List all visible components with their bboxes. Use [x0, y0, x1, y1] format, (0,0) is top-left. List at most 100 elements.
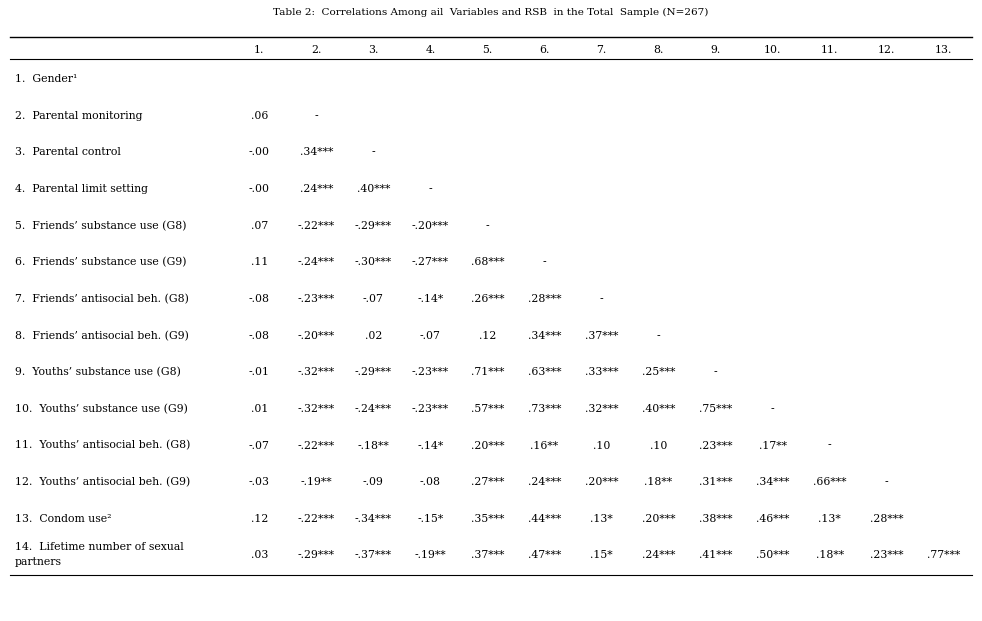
Text: .23***: .23***	[870, 550, 903, 561]
Text: .31***: .31***	[699, 477, 733, 487]
Text: -.08: -.08	[420, 477, 441, 487]
Text: -: -	[543, 257, 546, 268]
Text: -.37***: -.37***	[355, 550, 392, 561]
Text: .23***: .23***	[699, 440, 733, 451]
Text: -.22***: -.22***	[298, 220, 335, 231]
Text: .13*: .13*	[590, 514, 613, 524]
Text: .12: .12	[250, 514, 268, 524]
Text: .13*: .13*	[818, 514, 841, 524]
Text: 5.: 5.	[482, 45, 493, 55]
Text: -.20***: -.20***	[411, 220, 449, 231]
Text: -.07: -.07	[248, 440, 270, 451]
Text: .10: .10	[650, 440, 667, 451]
Text: -.30***: -.30***	[355, 257, 392, 268]
Text: -.24***: -.24***	[298, 257, 335, 268]
Text: .18**: .18**	[644, 477, 673, 487]
Text: -.14*: -.14*	[417, 294, 444, 304]
Text: .18**: .18**	[815, 550, 844, 561]
Text: -: -	[828, 440, 832, 451]
Text: .46***: .46***	[756, 514, 790, 524]
Text: 6.  Friends’ substance use (G9): 6. Friends’ substance use (G9)	[15, 257, 187, 268]
Text: -.32***: -.32***	[298, 404, 335, 414]
Text: .73***: .73***	[527, 404, 561, 414]
Text: 2.: 2.	[311, 45, 321, 55]
Text: .34***: .34***	[756, 477, 790, 487]
Text: .24***: .24***	[300, 184, 333, 194]
Text: 12.: 12.	[878, 45, 896, 55]
Text: -.22***: -.22***	[298, 440, 335, 451]
Text: -: -	[428, 184, 432, 194]
Text: -: -	[600, 294, 603, 304]
Text: .03: .03	[250, 550, 268, 561]
Text: .41***: .41***	[699, 550, 733, 561]
Text: .40***: .40***	[642, 404, 676, 414]
Text: -.29***: -.29***	[355, 367, 392, 378]
Text: .20***: .20***	[642, 514, 676, 524]
Text: -.08: -.08	[248, 330, 270, 341]
Text: 10.: 10.	[764, 45, 782, 55]
Text: .01: .01	[250, 404, 268, 414]
Text: .44***: .44***	[527, 514, 561, 524]
Text: .24***: .24***	[527, 477, 561, 487]
Text: 13.  Condom use²: 13. Condom use²	[15, 514, 111, 524]
Text: -: -	[714, 367, 717, 378]
Text: .10: .10	[593, 440, 610, 451]
Text: -.29***: -.29***	[298, 550, 335, 561]
Text: 8.: 8.	[653, 45, 664, 55]
Text: 6.: 6.	[539, 45, 550, 55]
Text: .68***: .68***	[470, 257, 504, 268]
Text: -.27***: -.27***	[411, 257, 449, 268]
Text: 9.: 9.	[710, 45, 721, 55]
Text: -: -	[486, 220, 489, 231]
Text: .15*: .15*	[590, 550, 613, 561]
Text: 7.  Friends’ antisocial beh. (G8): 7. Friends’ antisocial beh. (G8)	[15, 294, 189, 304]
Text: .37***: .37***	[585, 330, 618, 341]
Text: .37***: .37***	[470, 550, 504, 561]
Text: .26***: .26***	[470, 294, 504, 304]
Text: -.00: -.00	[248, 147, 270, 158]
Text: -.03: -.03	[248, 477, 270, 487]
Text: -: -	[314, 111, 318, 121]
Text: -.08: -.08	[248, 294, 270, 304]
Text: 9.  Youths’ substance use (G8): 9. Youths’ substance use (G8)	[15, 367, 181, 378]
Text: 10.  Youths’ substance use (G9): 10. Youths’ substance use (G9)	[15, 404, 188, 414]
Text: .02: .02	[364, 330, 382, 341]
Text: -.29***: -.29***	[355, 220, 392, 231]
Text: Table 2:  Correlations Among ail  Variables and RSB  in the Total  Sample (N=267: Table 2: Correlations Among ail Variable…	[273, 8, 709, 17]
Text: .34***: .34***	[300, 147, 333, 158]
Text: .35***: .35***	[470, 514, 504, 524]
Text: -.20***: -.20***	[298, 330, 335, 341]
Text: .32***: .32***	[584, 404, 619, 414]
Text: 7.: 7.	[596, 45, 607, 55]
Text: .28***: .28***	[527, 294, 561, 304]
Text: -: -	[371, 147, 375, 158]
Text: .17**: .17**	[758, 440, 787, 451]
Text: .38***: .38***	[699, 514, 733, 524]
Text: 8.  Friends’ antisocial beh. (G9): 8. Friends’ antisocial beh. (G9)	[15, 330, 189, 341]
Text: 1.  Gender¹: 1. Gender¹	[15, 74, 78, 84]
Text: 5.  Friends’ substance use (G8): 5. Friends’ substance use (G8)	[15, 220, 187, 231]
Text: .66***: .66***	[813, 477, 846, 487]
Text: -.34***: -.34***	[355, 514, 392, 524]
Text: .20***: .20***	[470, 440, 504, 451]
Text: -.19**: -.19**	[414, 550, 446, 561]
Text: 11.  Youths’ antisocial beh. (G8): 11. Youths’ antisocial beh. (G8)	[15, 440, 191, 451]
Text: -.09: -.09	[363, 477, 384, 487]
Text: .47***: .47***	[527, 550, 561, 561]
Text: -.23***: -.23***	[411, 404, 449, 414]
Text: -.07: -.07	[363, 294, 384, 304]
Text: .11: .11	[250, 257, 268, 268]
Text: 4.: 4.	[425, 45, 435, 55]
Text: .33***: .33***	[584, 367, 619, 378]
Text: -.22***: -.22***	[298, 514, 335, 524]
Text: -: -	[771, 404, 775, 414]
Text: .34***: .34***	[527, 330, 561, 341]
Text: .12: .12	[478, 330, 496, 341]
Text: .40***: .40***	[356, 184, 390, 194]
Text: -.07: -.07	[420, 330, 441, 341]
Text: 3.: 3.	[368, 45, 378, 55]
Text: 2.  Parental monitoring: 2. Parental monitoring	[15, 111, 142, 121]
Text: 11.: 11.	[821, 45, 839, 55]
Text: .07: .07	[250, 220, 268, 231]
Text: .16**: .16**	[530, 440, 559, 451]
